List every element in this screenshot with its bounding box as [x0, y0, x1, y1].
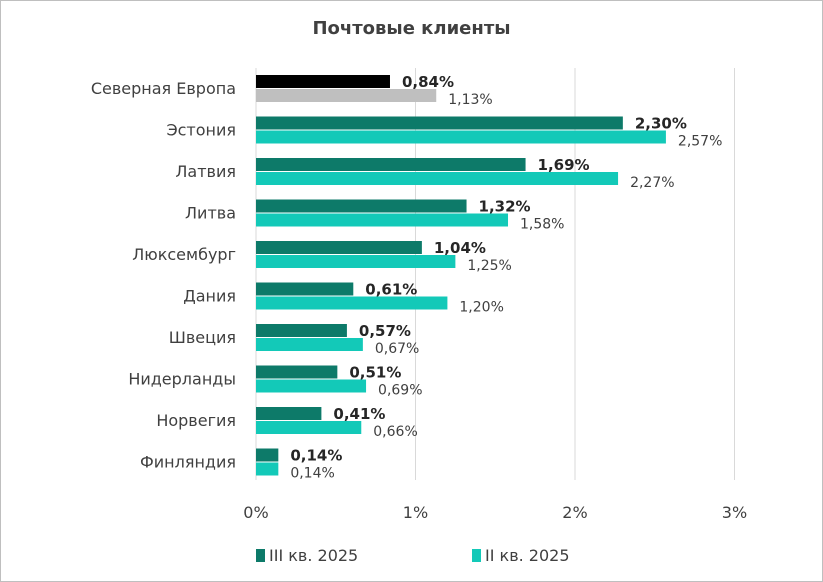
data-label-series-1: 1,32%: [479, 198, 531, 216]
data-label-series-1: 2,30%: [635, 115, 687, 133]
labels-layer: Северная Европа 0,84%1,13% Эстония 2,30%2,5…: [91, 73, 723, 482]
x-tick-label: 3%: [722, 503, 747, 522]
data-label-series-2: 0,14%: [290, 466, 334, 482]
chart-title: Почтовые клиенты: [312, 18, 511, 39]
data-label-series-1: 0,51%: [349, 364, 401, 382]
bar-series-1: [256, 365, 338, 379]
bar-series-2: [256, 89, 437, 102]
bar-series-2: [256, 338, 363, 351]
data-label-series-2: 1,13%: [448, 92, 492, 108]
category-label: Швеция: [169, 328, 236, 347]
bar-series-1: [256, 282, 354, 296]
legend-label: II кв. 2025: [485, 546, 570, 565]
data-label-series-2: 1,58%: [520, 217, 564, 233]
bar-series-2: [256, 379, 367, 393]
bar-series-1: [256, 116, 623, 130]
legend-swatch: [256, 549, 265, 562]
data-label-series-2: 1,20%: [459, 300, 503, 316]
bar-series-2: [256, 172, 619, 185]
bar-series-1: [256, 407, 322, 420]
bar-series-2: [256, 255, 456, 268]
data-label-series-2: 0,66%: [373, 424, 417, 440]
category-label: Дания: [183, 287, 236, 306]
category-label: Эстония: [166, 121, 236, 140]
category-label: Люксембург: [132, 245, 236, 264]
legend: III кв. 2025 II кв. 2025: [256, 546, 570, 565]
data-label-series-2: 2,57%: [678, 134, 722, 150]
bar-series-2: [256, 130, 666, 144]
bar-series-1: [256, 324, 347, 337]
bar-series-2: [256, 213, 509, 227]
data-label-series-2: 0,67%: [375, 341, 419, 357]
bar-series-2: [256, 462, 279, 476]
bars-layer: [256, 75, 666, 476]
bar-series-2: [256, 421, 362, 434]
data-label-series-1: 0,41%: [333, 405, 385, 423]
data-label-series-1: 0,14%: [290, 447, 342, 465]
category-label: Норвегия: [156, 411, 236, 430]
data-label-series-2: 1,25%: [467, 258, 511, 274]
data-label-series-1: 1,69%: [538, 156, 590, 174]
bar-series-2: [256, 296, 448, 310]
x-tick-label: 2%: [562, 503, 587, 522]
bar-series-1: [256, 448, 279, 462]
category-label: Нидерланды: [128, 370, 236, 389]
category-label: Северная Европа: [91, 79, 236, 98]
data-label-series-1: 0,84%: [402, 73, 454, 91]
bar-series-1: [256, 158, 526, 171]
bar-series-1: [256, 75, 390, 88]
category-label: Финляндия: [140, 453, 236, 472]
legend-swatch: [472, 549, 481, 562]
data-label-series-1: 0,57%: [359, 322, 411, 340]
x-tick-label: 0%: [243, 503, 268, 522]
category-label: Латвия: [175, 162, 236, 181]
category-label: Литва: [185, 204, 236, 223]
data-label-series-2: 0,69%: [378, 383, 422, 399]
bar-series-1: [256, 199, 467, 213]
data-label-series-1: 0,61%: [365, 281, 417, 299]
bar-series-1: [256, 241, 422, 254]
legend-label: III кв. 2025: [269, 546, 358, 565]
data-label-series-1: 1,04%: [434, 239, 486, 257]
x-tick-label: 1%: [403, 503, 428, 522]
data-label-series-2: 2,27%: [630, 175, 674, 191]
